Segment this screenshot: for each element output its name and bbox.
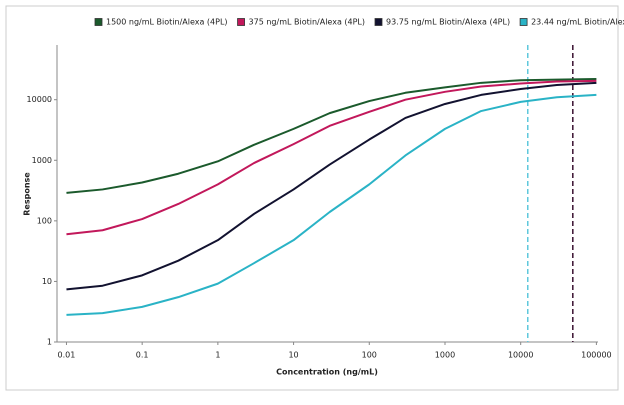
- legend-swatch: [374, 18, 383, 26]
- x-tick-label: 0.1: [136, 351, 149, 360]
- y-tick-label: 1: [47, 338, 52, 347]
- series-line: [66, 77, 597, 194]
- y-axis-label: Response: [23, 172, 32, 216]
- legend-label: 375 ng/mL Biotin/Alexa (4PL): [249, 18, 365, 27]
- x-tick-label: 0.01: [58, 351, 76, 360]
- x-tick-label: 1: [215, 351, 220, 360]
- legend-swatch: [519, 18, 528, 26]
- x-tick-label: 10000: [508, 351, 533, 360]
- y-tick-label: 10: [42, 277, 52, 286]
- legend-label: 23.44 ng/mL Biotin/Alexa (4PL): [531, 18, 624, 27]
- legend-swatch: [237, 18, 245, 26]
- x-tick-label: 10: [288, 351, 298, 360]
- y-tick-label: 10000: [27, 95, 52, 104]
- series-line: [66, 79, 597, 236]
- legend-label: 1500 ng/mL Biotin/Alexa (4PL): [106, 18, 228, 27]
- y-tick-label: 100: [37, 216, 52, 225]
- x-axis-label: Concentration (ng/mL): [276, 368, 378, 377]
- chart-frame: [5, 5, 619, 391]
- x-tick-label: 1000: [435, 351, 455, 360]
- series-line: [66, 81, 597, 291]
- x-tick-label: 100000: [581, 351, 612, 360]
- y-tick-label: 1000: [32, 156, 52, 165]
- series-line: [66, 93, 597, 316]
- x-tick-label: 100: [362, 351, 377, 360]
- legend-label: 93.75 ng/mL Biotin/Alexa (4PL): [386, 18, 510, 27]
- legend-swatch: [94, 18, 103, 26]
